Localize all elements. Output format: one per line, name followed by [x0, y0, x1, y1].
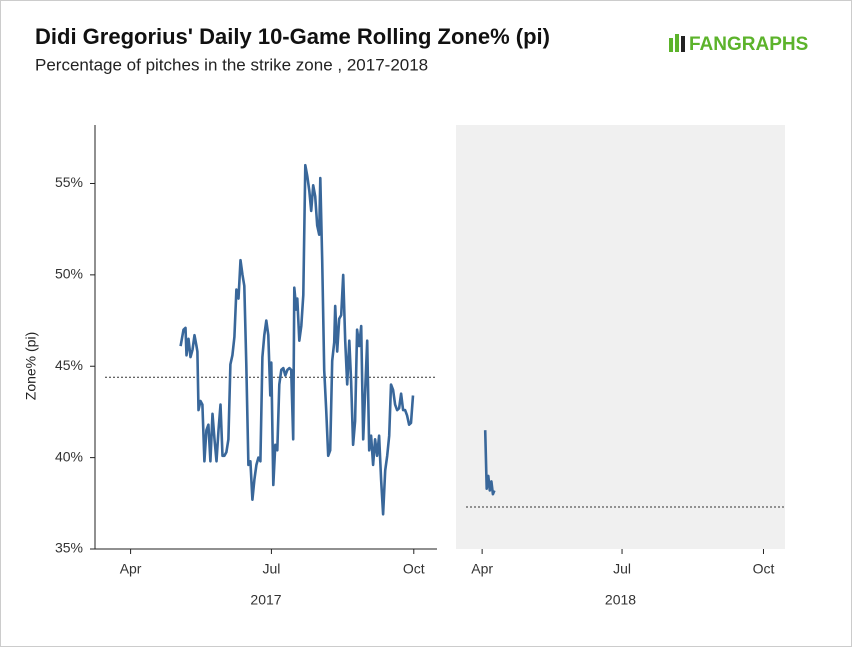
x-tick-label: Oct: [753, 561, 775, 577]
y-tick-label: 50%: [55, 266, 83, 282]
x-tick-label: Apr: [471, 561, 493, 577]
x-tick-label: Apr: [120, 561, 142, 577]
logo-icon: [669, 34, 685, 52]
x-tick-label: Jul: [262, 561, 280, 577]
x-tick-label: Jul: [613, 561, 631, 577]
data-line: [179, 163, 415, 516]
logo: FANGRAPHS: [689, 34, 808, 55]
y-tick-label: 40%: [55, 448, 83, 464]
chart-subtitle: Percentage of pitches in the strike zone…: [35, 55, 428, 74]
y-tick-label: 35%: [55, 540, 83, 556]
x-axis-label: 2018: [605, 592, 636, 608]
x-axis-label: 2017: [250, 592, 281, 608]
y-axis-label: Zone% (pi): [23, 332, 39, 400]
data-line: [483, 430, 496, 496]
chart-title: Didi Gregorius' Daily 10-Game Rolling Zo…: [35, 24, 550, 49]
plot-background: [456, 125, 785, 549]
y-tick-label: 45%: [55, 357, 83, 373]
y-tick-label: 55%: [55, 174, 83, 190]
x-tick-label: Oct: [403, 561, 425, 577]
